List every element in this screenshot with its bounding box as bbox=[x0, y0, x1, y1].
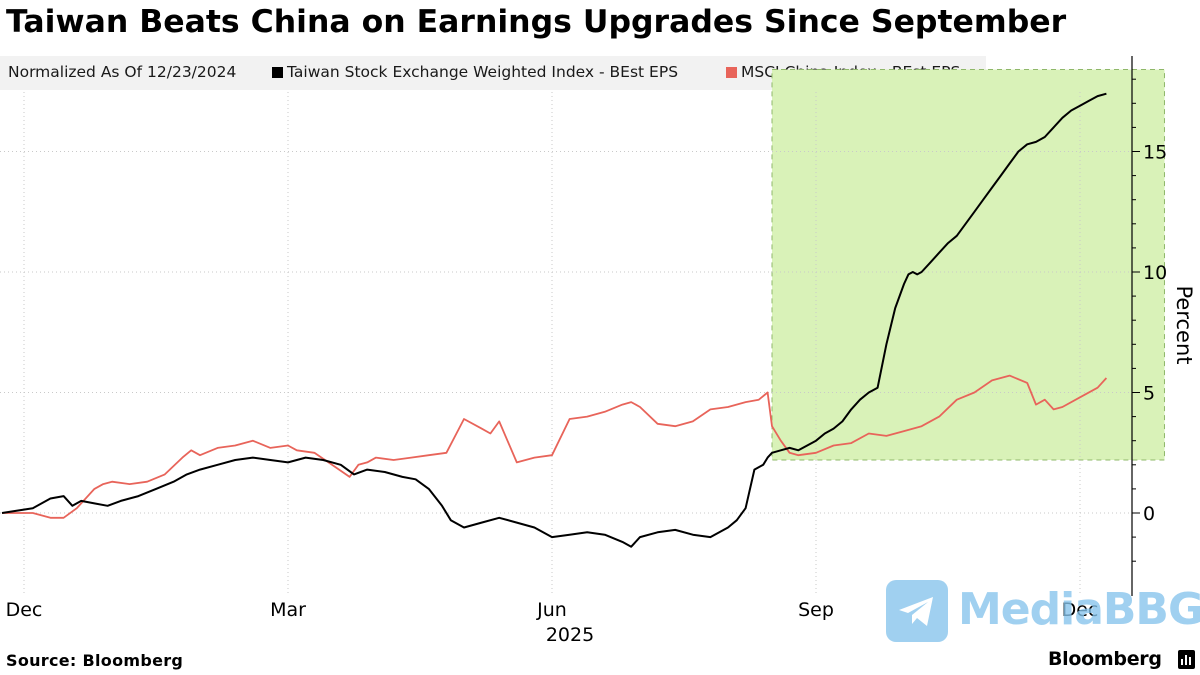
y-axis-label: Percent bbox=[1172, 285, 1196, 364]
legend-item-taiwan: Taiwan Stock Exchange Weighted Index - B… bbox=[272, 63, 678, 81]
y-tick-label: 15 bbox=[1143, 142, 1167, 164]
x-tick-label: Dec bbox=[1062, 599, 1099, 621]
legend-swatch-china bbox=[726, 67, 737, 78]
bloomberg-terminal-icon bbox=[1178, 650, 1195, 669]
x-tick-label: Jun bbox=[536, 599, 567, 621]
x-tick-label: Sep bbox=[798, 599, 834, 621]
source-note: Source: Bloomberg bbox=[6, 651, 184, 670]
y-tick-label: 10 bbox=[1143, 262, 1167, 284]
telegram-icon bbox=[886, 580, 948, 642]
x-tick-label: Dec bbox=[6, 599, 43, 621]
series-line-taiwan bbox=[1, 92, 1107, 548]
x-axis-year-label: 2025 bbox=[546, 624, 594, 646]
x-tick-label: Mar bbox=[270, 599, 306, 621]
legend-label-taiwan: Taiwan Stock Exchange Weighted Index - B… bbox=[287, 63, 679, 81]
watermark-text: MediaBBG bbox=[958, 584, 1200, 635]
y-tick-label: 5 bbox=[1143, 383, 1155, 405]
chart-title: Taiwan Beats China on Earnings Upgrades … bbox=[6, 4, 1067, 40]
bloomberg-logo: Bloomberg bbox=[1048, 648, 1162, 670]
legend-normalized-note: Normalized As Of 12/23/2024 bbox=[8, 63, 237, 81]
legend-swatch-taiwan bbox=[272, 67, 283, 78]
y-tick-label: 0 bbox=[1143, 503, 1155, 525]
highlight-region bbox=[771, 69, 1165, 461]
watermark: MediaBBG bbox=[886, 580, 1200, 644]
series-line-china bbox=[2, 374, 1108, 519]
